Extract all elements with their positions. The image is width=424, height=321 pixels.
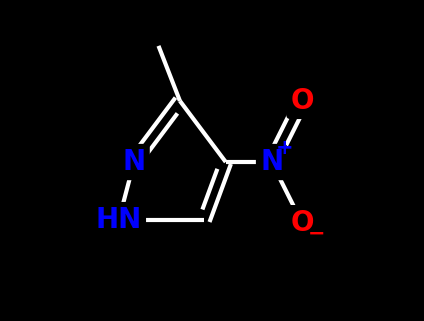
Text: +: + bbox=[276, 138, 293, 158]
Text: O: O bbox=[290, 209, 314, 237]
Text: −: − bbox=[308, 224, 326, 244]
Text: O: O bbox=[290, 87, 314, 115]
Text: N: N bbox=[123, 148, 145, 176]
Text: HN: HN bbox=[96, 206, 142, 234]
Text: N: N bbox=[260, 148, 283, 176]
